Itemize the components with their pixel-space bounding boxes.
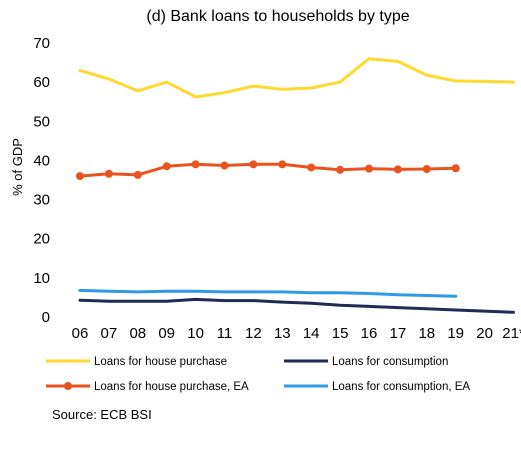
plot-area — [76, 57, 515, 314]
x-tick-label: 14 — [303, 325, 320, 342]
series-point — [365, 164, 373, 173]
y-axis-label: % of GDP — [10, 138, 25, 196]
series-point — [249, 160, 258, 169]
legend-label: Loans for house purchase, EA — [94, 381, 249, 393]
x-tick-label: 18 — [418, 325, 435, 342]
chart-title: (d) Bank loans to households by type — [146, 8, 409, 25]
series-point — [220, 161, 229, 170]
x-tick-label: 20 — [476, 325, 493, 342]
y-tick-label: 10 — [33, 270, 50, 287]
series-line-4 — [78, 288, 458, 298]
series-point — [76, 172, 84, 181]
series-point — [133, 170, 142, 179]
x-tick-label: 09 — [158, 325, 175, 342]
legend: Loans for house purchase Loans for consum… — [46, 356, 470, 393]
legend-marker — [64, 382, 72, 390]
series-point — [162, 162, 171, 171]
legend-label: Loans for house purchase — [94, 356, 227, 368]
x-tick-label: 10 — [187, 325, 204, 342]
x-tick-label: 07 — [101, 325, 118, 342]
x-tick-label: 21* — [502, 325, 521, 342]
series-point — [393, 165, 402, 174]
y-tick-label: 60 — [33, 74, 50, 91]
series-point — [451, 164, 460, 173]
series-point — [104, 169, 113, 178]
y-tick-label: 70 — [33, 35, 50, 52]
series-line-1 — [78, 57, 515, 99]
y-tick-label: 50 — [33, 113, 50, 130]
series-point — [191, 160, 200, 169]
x-tick-label: 19 — [447, 325, 464, 342]
x-tick-label: 12 — [245, 325, 262, 342]
y-axis: 0 10 20 30 40 50 60 70 — [33, 35, 50, 326]
legend-label: Loans for consumption — [332, 356, 448, 368]
series-point — [278, 160, 287, 169]
legend-label: Loans for consumption, EA — [332, 381, 470, 393]
x-tick-label: 15 — [332, 325, 349, 342]
x-tick-label: 16 — [361, 325, 378, 342]
x-tick-label: 17 — [390, 325, 407, 342]
series-line-3 — [78, 162, 458, 178]
series-point — [307, 163, 316, 172]
x-tick-label: 08 — [129, 325, 146, 342]
series-point — [336, 165, 345, 174]
y-tick-label: 30 — [33, 192, 50, 209]
x-tick-label: 13 — [274, 325, 291, 342]
source-note: Source: ECB BSI — [52, 407, 152, 422]
y-tick-label: 0 — [42, 309, 50, 326]
series-point — [422, 165, 431, 174]
x-tick-label: 06 — [72, 325, 89, 342]
y-tick-label: 40 — [33, 152, 50, 169]
x-axis: 06 07 08 09 10 11 12 13 14 15 16 17 18 19 20 21* — [72, 325, 521, 342]
x-tick-label: 11 — [217, 325, 233, 342]
y-tick-label: 20 — [33, 231, 50, 248]
series-line-2 — [78, 297, 515, 314]
